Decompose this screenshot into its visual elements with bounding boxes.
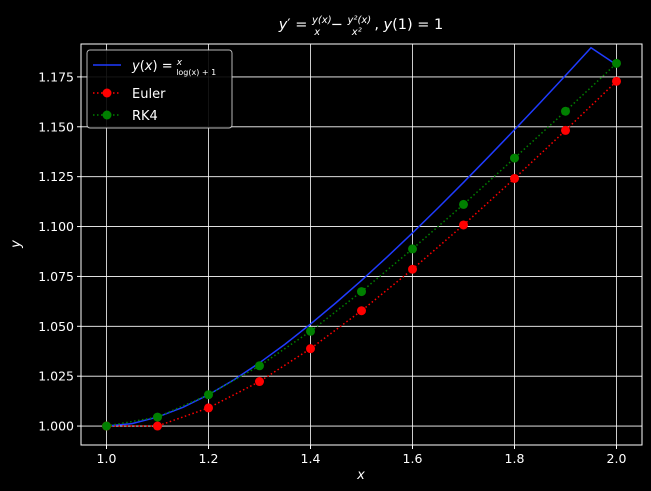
series-point-2 <box>204 390 213 400</box>
y-tick-label: 1.075 <box>38 269 74 284</box>
series-point-1 <box>510 173 519 183</box>
series-line-0 <box>106 46 617 427</box>
series-point-1 <box>204 403 213 413</box>
x-tick-label: 1.4 <box>301 451 321 466</box>
x-tick-label: 1.0 <box>97 451 117 466</box>
y-tick-label: 1.125 <box>38 169 74 184</box>
y-tick-label: 1.175 <box>38 69 74 84</box>
series-point-2 <box>459 199 468 209</box>
series-point-2 <box>102 421 111 431</box>
series-point-2 <box>153 412 162 422</box>
legend: y(x) = x log(x) + 1 Euler RK4 <box>86 49 233 129</box>
series-point-1 <box>255 377 264 387</box>
series-point-1 <box>612 76 621 86</box>
legend-rk4-label: RK4 <box>132 109 158 124</box>
y-tick-label: 1.050 <box>38 319 74 334</box>
legend-euler-label: Euler <box>132 87 166 102</box>
grid-lines <box>81 44 642 445</box>
series-point-1 <box>357 306 366 316</box>
series-point-2 <box>561 106 570 116</box>
series-point-2 <box>510 153 519 163</box>
legend-exact-label: y(x) = x log(x) + 1 <box>131 54 216 77</box>
x-tick-label: 1.8 <box>505 451 525 466</box>
chart-title: y′ = y(x) x − y²(x) x² , y(1) = 1 <box>278 11 444 39</box>
series-point-2 <box>612 58 621 68</box>
series-point-2 <box>306 326 315 336</box>
plot-frame <box>80 43 643 446</box>
x-tick-label: 2.0 <box>607 451 627 466</box>
axis-ticks: 1.0 1.2 1.4 1.6 1.8 2.0 1.000 1.025 1.050 1.075 1.… <box>38 69 626 466</box>
series-point-1 <box>561 125 570 135</box>
y-tick-label: 1.000 <box>38 419 74 434</box>
legend-box <box>86 49 233 129</box>
y-axis-label: y <box>9 240 24 249</box>
series-point-2 <box>408 244 417 254</box>
series-point-2 <box>357 287 366 297</box>
chart-title-text: y′ = y(x) x − y²(x) x² , y(1) = 1 <box>278 11 444 39</box>
x-tick-label: 1.2 <box>199 451 219 466</box>
series-layer <box>102 46 621 431</box>
legend-euler-marker <box>102 88 112 98</box>
series-point-1 <box>153 421 162 431</box>
y-tick-label: 1.100 <box>38 219 74 234</box>
x-tick-label: 1.6 <box>403 451 423 466</box>
series-point-1 <box>459 220 468 230</box>
x-axis-label: x <box>356 468 365 483</box>
series-point-1 <box>408 264 417 274</box>
series-line-1 <box>106 80 618 427</box>
y-tick-label: 1.150 <box>38 119 74 134</box>
legend-rk4-marker <box>102 110 112 120</box>
y-tick-label: 1.025 <box>38 369 74 384</box>
series-point-1 <box>306 344 315 354</box>
series-point-2 <box>255 361 264 371</box>
